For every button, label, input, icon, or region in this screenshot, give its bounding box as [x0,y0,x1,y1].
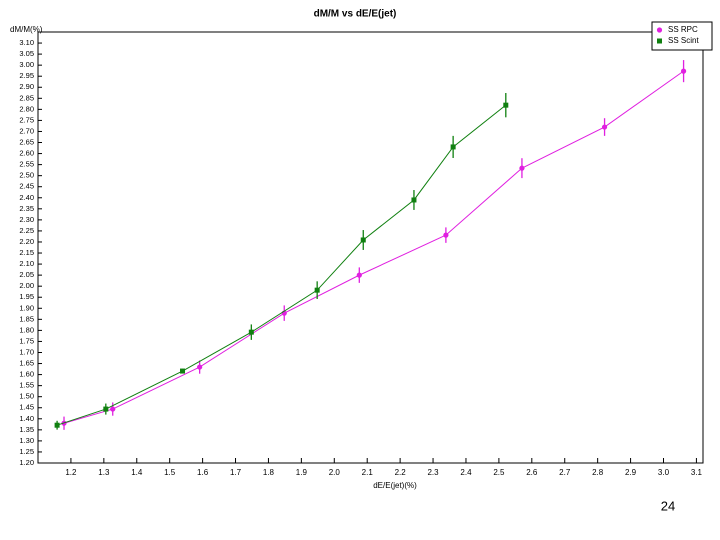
page-number: 24 [661,498,675,513]
x-tick-label: 2.9 [625,468,637,477]
y-tick-label: 2.80 [19,104,34,113]
y-tick-label: 1.50 [19,392,34,401]
y-tick-label: 1.90 [19,303,34,312]
y-tick-label: 2.75 [19,115,34,124]
y-axis-label: dM/M(%) [10,25,43,34]
y-tick-label: 1.75 [19,336,34,345]
y-tick-label: 2.15 [19,248,34,257]
y-tick-label: 1.85 [19,314,34,323]
y-tick-label: 2.90 [19,82,34,91]
x-tick-label: 2.2 [395,468,407,477]
y-tick-label: 2.25 [19,226,34,235]
y-tick-label: 1.25 [19,447,34,456]
x-tick-label: 2.4 [460,468,472,477]
data-point [180,368,186,374]
y-tick-label: 2.55 [19,160,34,169]
y-tick-label: 2.00 [19,281,34,290]
data-point [103,406,109,412]
x-tick-label: 1.9 [296,468,308,477]
x-tick-label: 2.5 [493,468,505,477]
data-point [54,422,60,428]
y-tick-label: 2.10 [19,259,34,268]
x-tick-label: 3.1 [691,468,703,477]
data-point [110,406,116,412]
legend-box [651,21,713,51]
y-tick-label: 3.05 [19,49,34,58]
data-point [248,329,254,335]
y-tick-label: 1.30 [19,436,34,445]
y-tick-label: 2.65 [19,137,34,146]
y-tick-label: 1.70 [19,347,34,356]
x-tick-label: 2.3 [427,468,439,477]
plot-frame [37,31,704,464]
x-tick-label: 2.0 [329,468,341,477]
data-point [411,197,417,203]
y-tick-label: 1.20 [19,458,34,467]
x-tick-label: 1.2 [65,468,77,477]
y-tick-label: 3.00 [19,60,34,69]
data-point [519,165,525,171]
legend-marker [657,38,662,44]
data-point [314,287,320,293]
y-tick-label: 1.35 [19,425,34,434]
y-tick-label: 1.45 [19,403,34,412]
y-tick-label: 2.40 [19,193,34,202]
x-axis-label: dE/E(jet)(%) [373,481,417,490]
x-tick-label: 2.8 [592,468,604,477]
x-tick-label: 2.1 [362,468,374,477]
y-tick-label: 2.05 [19,270,34,279]
y-tick-label: 1.60 [19,370,34,379]
x-tick-label: 3.0 [658,468,670,477]
chart-title: dM/M vs dE/E(jet) [314,9,397,20]
legend-label: SS Scint [668,36,699,45]
data-point [450,144,456,150]
data-point [680,68,687,74]
y-tick-label: 1.80 [19,325,34,334]
y-tick-label: 2.20 [19,237,34,246]
y-tick-label: 2.70 [19,126,34,135]
data-point [356,272,362,278]
x-tick-label: 1.8 [263,468,275,477]
y-tick-label: 1.95 [19,292,34,301]
data-point [503,102,509,108]
data-point [360,237,366,243]
y-tick-label: 2.50 [19,171,34,180]
y-tick-label: 2.85 [19,93,34,102]
legend-label: SS RPC [668,25,698,34]
data-point [197,364,203,370]
y-tick-label: 2.45 [19,182,34,191]
x-tick-label: 2.6 [526,468,538,477]
y-tick-label: 3.10 [19,38,34,47]
y-tick-label: 1.65 [19,359,34,368]
x-tick-label: 1.7 [230,468,242,477]
y-tick-label: 2.60 [19,149,34,158]
x-tick-label: 1.3 [98,468,110,477]
x-tick-label: 1.5 [164,468,176,477]
legend-marker [656,27,663,33]
data-point [601,124,608,130]
x-tick-label: 1.4 [131,468,143,477]
x-tick-label: 1.6 [197,468,209,477]
x-tick-label: 2.7 [559,468,571,477]
data-point [443,232,449,238]
y-tick-label: 2.30 [19,215,34,224]
y-tick-label: 2.35 [19,204,34,213]
y-tick-label: 1.40 [19,414,34,423]
y-tick-label: 1.55 [19,381,34,390]
y-tick-label: 2.95 [19,71,34,80]
